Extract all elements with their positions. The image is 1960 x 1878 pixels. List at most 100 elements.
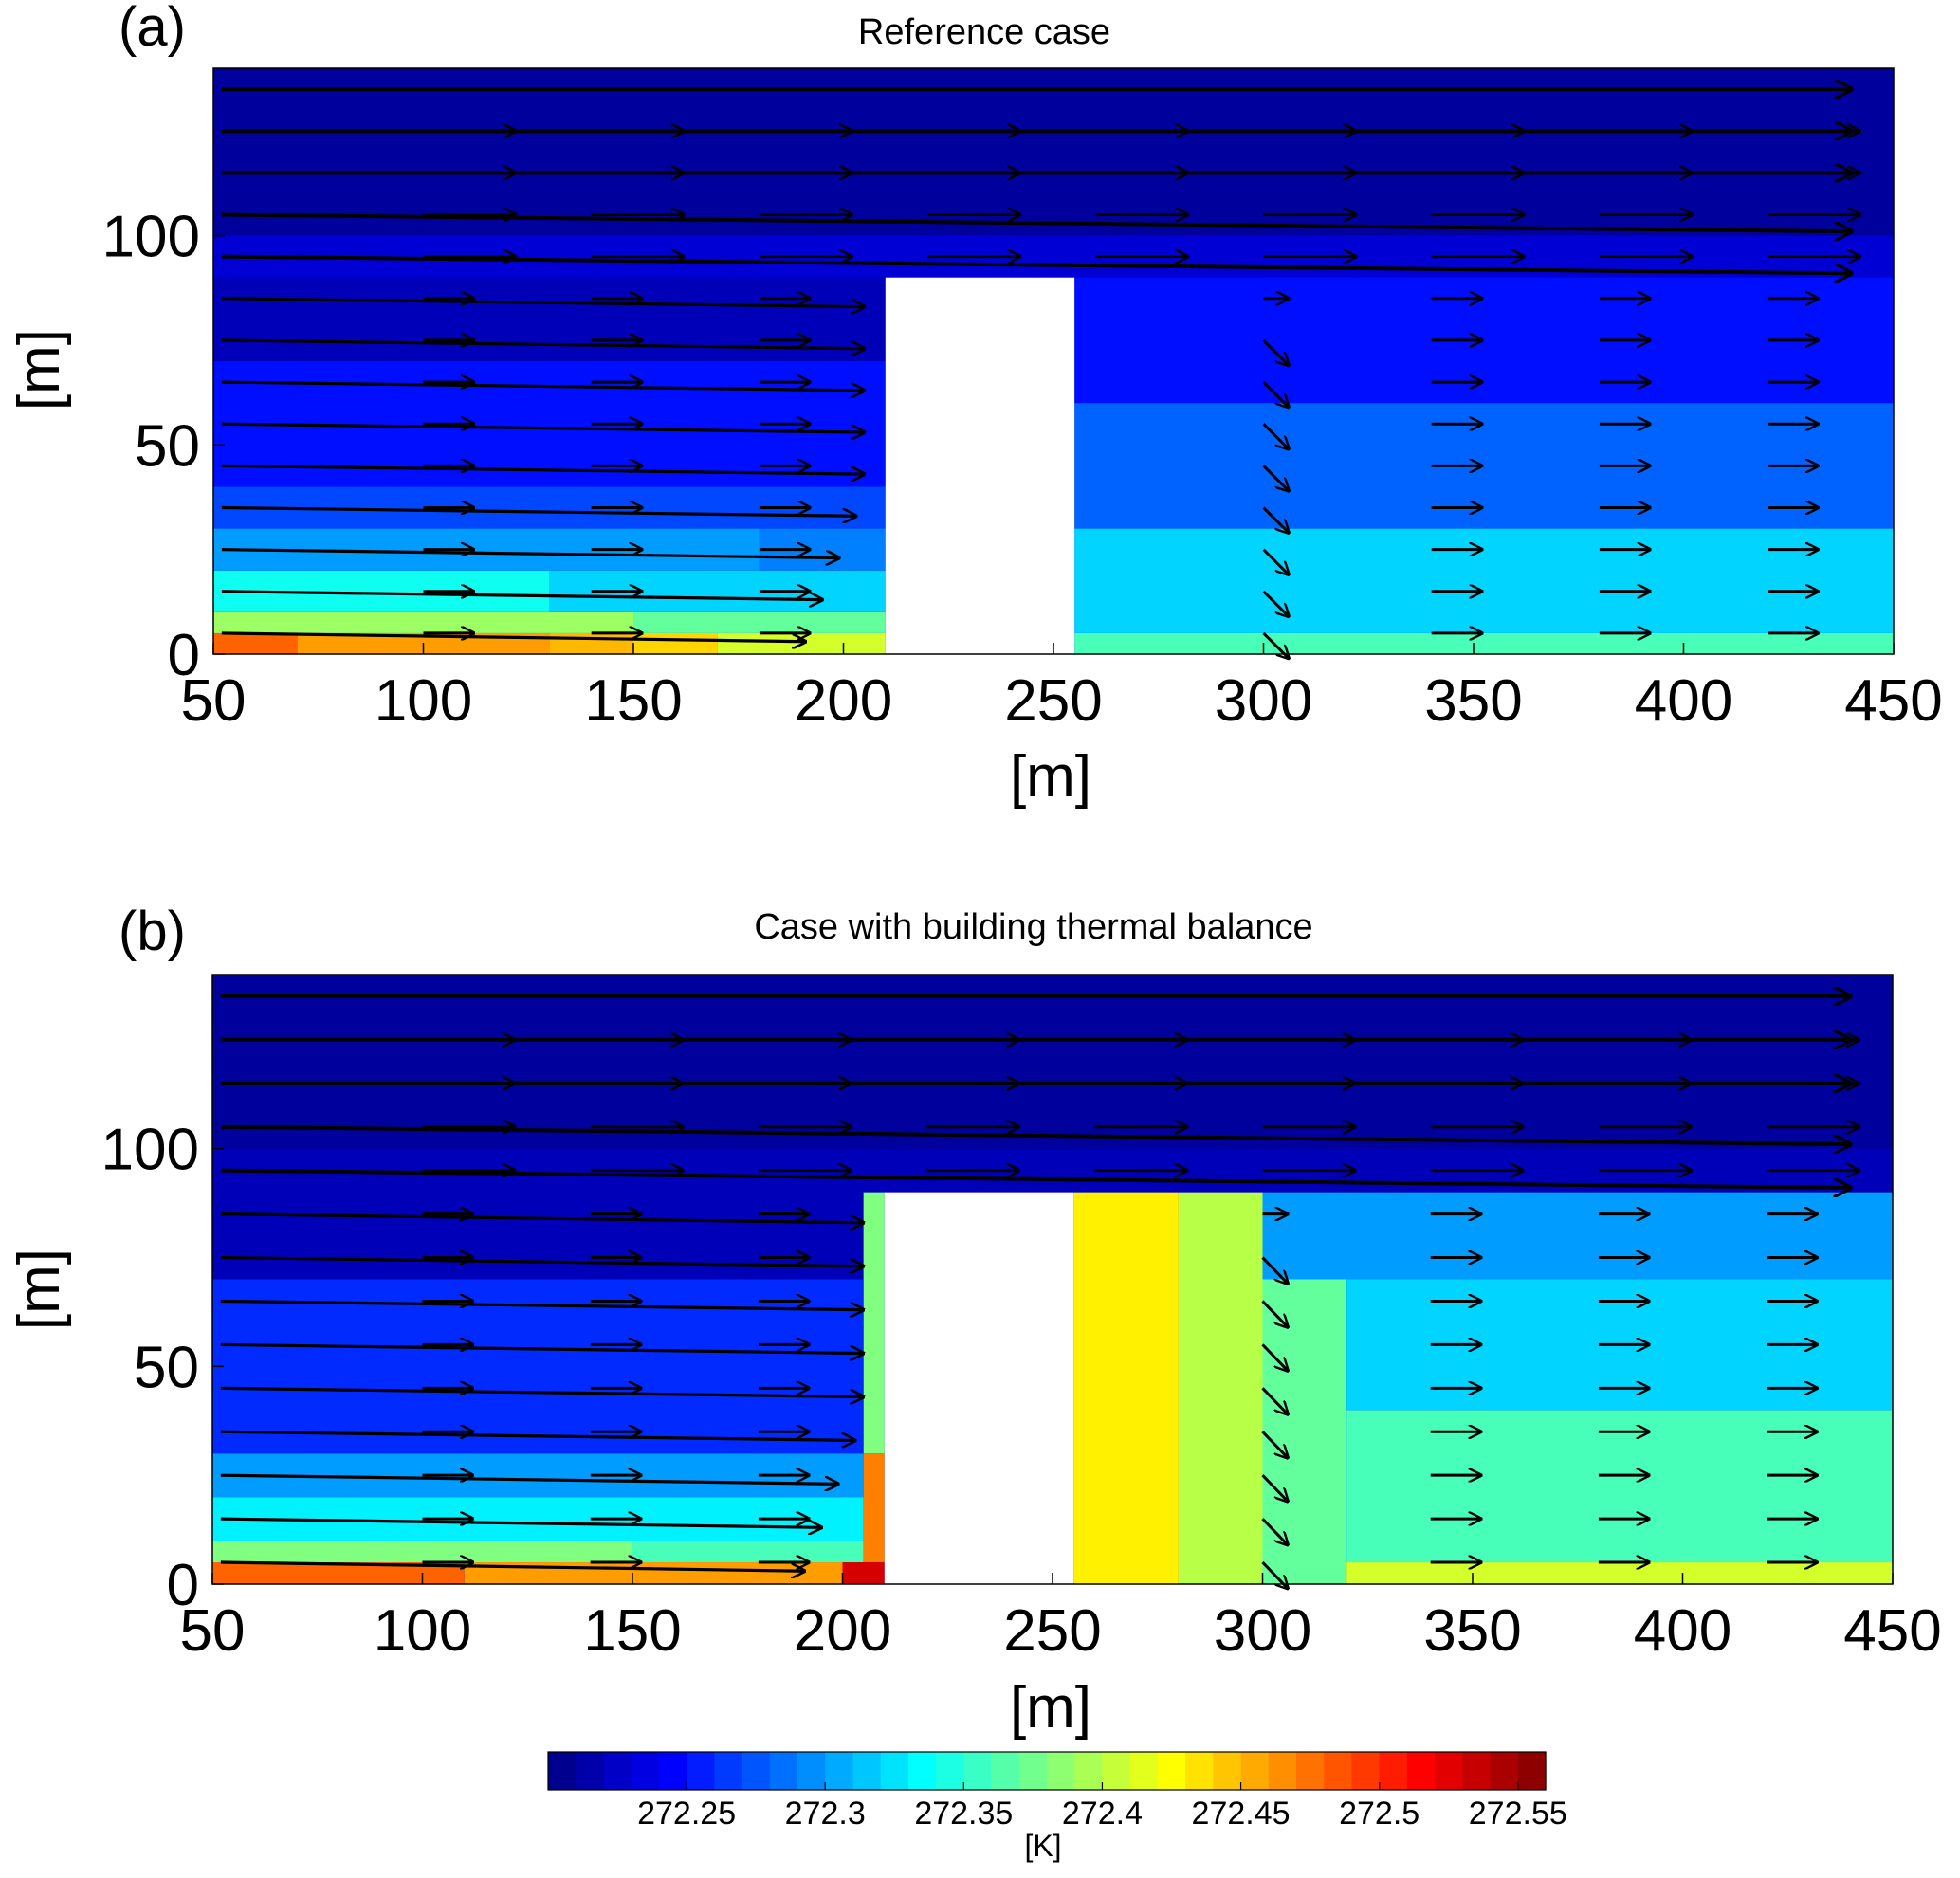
- wind-vector: [1261, 1431, 1289, 1458]
- x-tick-label: 400: [1634, 1598, 1731, 1664]
- wind-vector: [220, 1386, 864, 1396]
- x-tick-label: 100: [374, 1598, 471, 1664]
- colorbar-segment: [1102, 1752, 1131, 1790]
- colorbar-segment: [1213, 1752, 1242, 1790]
- wind-vector: [221, 548, 839, 558]
- colorbar-segment: [1018, 1752, 1048, 1790]
- wind-vector: [221, 338, 865, 349]
- wind-vector: [220, 1517, 821, 1527]
- x-tick-label: 350: [1424, 668, 1522, 734]
- colorbar-tick-label: 272.35: [914, 1796, 1013, 1832]
- wind-vector: [221, 380, 865, 391]
- x-tick-label: 50: [181, 668, 247, 734]
- colorbar-segment: [1406, 1752, 1436, 1790]
- temperature-cell: [1346, 1410, 1893, 1563]
- colorbar-segment: [1462, 1752, 1492, 1790]
- wind-vector: [220, 1342, 864, 1353]
- wind-vector: [221, 590, 822, 600]
- colorbar: 272.25 272.3 272.35 272.4 272.45 272.5 272.55: [547, 1751, 1567, 1832]
- wind-vector: [1262, 590, 1290, 616]
- wind-vector-field: [220, 996, 1859, 1589]
- temperature-cell: [213, 632, 298, 654]
- y-tick-label: 0: [167, 1553, 199, 1618]
- wind-vector: [220, 1299, 864, 1309]
- temperature-cell: [633, 632, 718, 654]
- panel-b-title: Case with building thermal balance: [754, 907, 1312, 947]
- wind-vector: [1261, 1343, 1289, 1371]
- wind-vector: [220, 1168, 1851, 1188]
- wind-vector: [221, 422, 865, 432]
- temperature-cell: [212, 1541, 632, 1563]
- wind-vector: [1261, 1387, 1289, 1414]
- x-tick-label: 250: [1003, 1598, 1101, 1664]
- y-tick-label: 100: [101, 1118, 199, 1183]
- temperature-cell: [213, 611, 633, 633]
- x-tick-label: 300: [1215, 668, 1312, 734]
- temperature-cell: [1346, 1562, 1893, 1584]
- wind-vector: [221, 297, 865, 307]
- wind-vector: [1262, 381, 1290, 407]
- colorbar-tick-label: 272.25: [637, 1796, 736, 1832]
- colorbar-segment: [825, 1752, 854, 1790]
- colorbar-segment: [1268, 1752, 1297, 1790]
- temperature-cell: [632, 1541, 864, 1563]
- wind-vector: [220, 1560, 805, 1571]
- y-tick-label: 50: [134, 1335, 199, 1400]
- wind-vector: [220, 1212, 864, 1223]
- wind-vector: [1261, 1256, 1289, 1285]
- x-tick-label: 350: [1423, 1598, 1521, 1664]
- colorbar-segment: [714, 1752, 743, 1790]
- colorbar-segment: [1157, 1752, 1186, 1790]
- colorbar-segment: [1047, 1752, 1075, 1790]
- colorbar-tick-label: 272.5: [1339, 1796, 1420, 1832]
- y-tick-label: 100: [102, 205, 200, 270]
- colorbar-segment: [1324, 1752, 1353, 1790]
- building: [884, 1192, 1074, 1584]
- colorbar-segment: [852, 1752, 882, 1790]
- wind-vector: [221, 212, 1852, 232]
- colorbar-frame: [547, 1751, 1547, 1791]
- x-tick-label: 250: [1004, 668, 1102, 734]
- wind-vector: [220, 1124, 1851, 1144]
- temperature-cell: [1074, 528, 1894, 633]
- colorbar-unit: [K]: [1024, 1829, 1061, 1863]
- wind-vector: [1262, 548, 1290, 574]
- colorbar-segment: [631, 1752, 660, 1790]
- x-tick-label: 200: [794, 1598, 891, 1664]
- colorbar-segment: [936, 1752, 964, 1790]
- wind-vector: [1262, 423, 1290, 448]
- colorbar-segment: [991, 1752, 1020, 1790]
- wind-vector: [1261, 1300, 1289, 1327]
- temperature-cell: [842, 1562, 885, 1584]
- colorbar-segment: [1490, 1752, 1519, 1790]
- colorbar-segment: [658, 1752, 687, 1790]
- wind-vector: [221, 505, 856, 517]
- wind-vector: [1262, 465, 1290, 490]
- colorbar-segment: [742, 1752, 771, 1790]
- colorbar-segment: [687, 1752, 715, 1790]
- colorbar-segment: [1435, 1752, 1463, 1790]
- colorbar-segment: [769, 1752, 798, 1790]
- colorbar-segment: [1240, 1752, 1270, 1790]
- temperature-cell: [212, 1562, 465, 1584]
- x-tick-label: 300: [1214, 1598, 1311, 1664]
- panel-a-xlabel: [m]: [1010, 744, 1091, 810]
- colorbar-segment: [1296, 1752, 1325, 1790]
- panel-a-label: (a): [119, 0, 186, 58]
- wind-vector: [221, 631, 806, 642]
- colorbar-tick-label: 272.55: [1469, 1796, 1567, 1832]
- colorbar-tick-label: 272.3: [785, 1796, 866, 1832]
- temperature-cell: [1074, 277, 1894, 404]
- temperature-cell: [717, 632, 886, 654]
- temperature-cell: [1178, 1192, 1263, 1584]
- temperature-cell: [633, 611, 886, 633]
- colorbar-segment: [1379, 1752, 1408, 1790]
- x-tick-label: 100: [375, 668, 472, 734]
- temperature-cell: [863, 1192, 885, 1454]
- wind-vector-field: [221, 89, 1860, 658]
- colorbar-tick-label: 272.45: [1192, 1796, 1291, 1832]
- y-tick-label: 50: [135, 413, 200, 479]
